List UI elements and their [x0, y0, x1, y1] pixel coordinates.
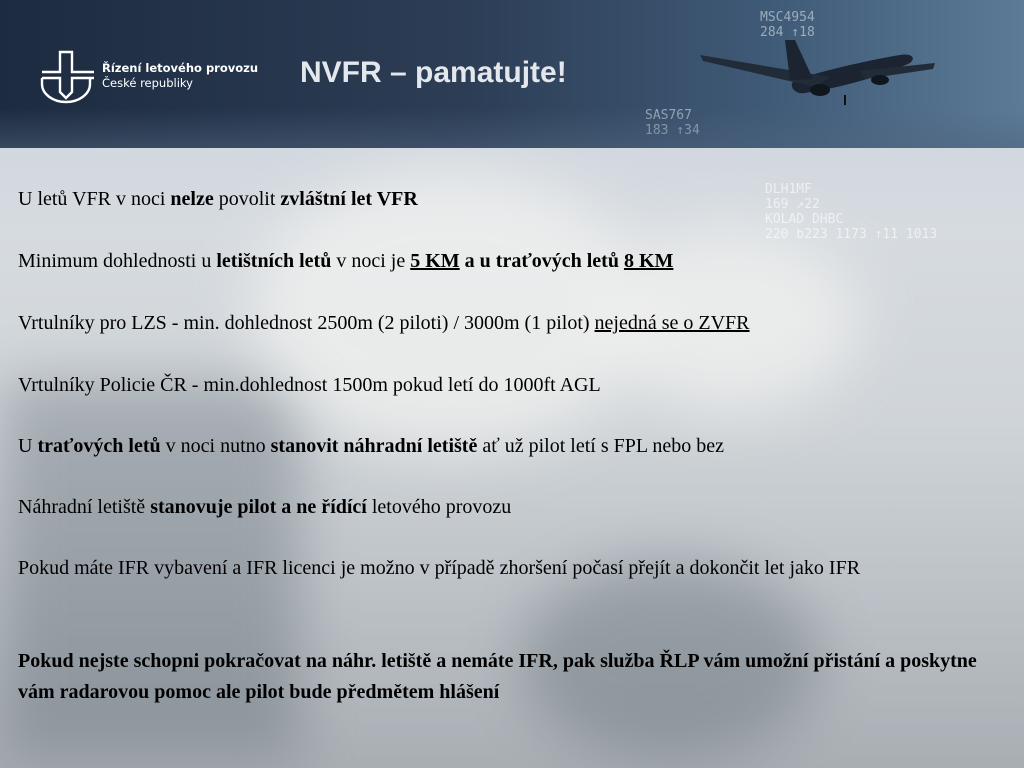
- background-cockpit: [0, 380, 300, 760]
- paragraph-text: Vrtulníky Policie ČR - min.dohlednost 15…: [18, 374, 601, 396]
- paragraph-text: v noci nutno: [160, 435, 271, 457]
- bullet-paragraph: Pokud máte IFR vybavení a IFR licenci je…: [18, 553, 1008, 584]
- rlp-logo-icon: [40, 50, 94, 104]
- bullet-paragraph: Pokud nejste schopni pokračovat na náhr.…: [18, 646, 1008, 708]
- emphasis-bold-text: a u traťových letů: [459, 250, 624, 272]
- bullet-paragraph: Vrtulníky pro LZS - min. dohlednost 2500…: [18, 308, 1008, 339]
- logo-line1: Řízení letového provozu: [102, 61, 259, 75]
- emphasis-bold-text: stanovuje pilot a ne řídící: [150, 496, 367, 518]
- paragraph-text: U: [18, 435, 38, 457]
- radar-label: MSC4954 284 ↑18: [760, 10, 815, 40]
- background-instrument: [520, 560, 820, 760]
- emphasis-bold-text: nelze: [170, 188, 214, 210]
- slide-header: MSC4954 284 ↑18 SAS767 183 ↑34 Řízení le…: [0, 0, 1024, 148]
- paragraph-text: ať už pilot letí s FPL nebo bez: [477, 435, 724, 457]
- emphasis-bold-text: stanovit náhradní letiště: [270, 435, 478, 457]
- emphasis-underlined-text: 5 KM: [410, 250, 460, 272]
- airplane-image: [700, 40, 935, 105]
- paragraph-text: Minimum dohlednosti u: [18, 250, 217, 272]
- paragraph-text: U letů VFR v noci: [18, 188, 171, 210]
- bullet-paragraph: Vrtulníky Policie ČR - min.dohlednost 15…: [18, 370, 1008, 401]
- paragraph-text: Pokud máte IFR vybavení a IFR licenci je…: [18, 557, 861, 579]
- emphasis-bold-text: traťových letů: [37, 435, 161, 457]
- radar-label: DLH1MF 169 ↗22 KOLAD DHBC 220 b223 1173 …: [765, 182, 938, 242]
- logo: Řízení letového provozu České republiky: [38, 48, 258, 104]
- slide-title: NVFR – pamatujte!: [300, 56, 567, 89]
- background-cloud: [600, 230, 860, 410]
- bullet-paragraph: Minimum dohlednosti u letištních letů v …: [18, 246, 1008, 277]
- paragraph-text: povolit: [213, 188, 281, 210]
- logo-line2: České republiky: [102, 76, 193, 90]
- paragraph-text: letového provozu: [366, 496, 512, 518]
- bullet-paragraph: Náhradní letiště stanovuje pilot a ne ří…: [18, 492, 1008, 523]
- paragraph-text: Vrtulníky pro LZS - min. dohlednost 2500…: [18, 312, 595, 334]
- bullet-paragraph: U traťových letů v noci nutno stanovit n…: [18, 431, 1008, 462]
- emphasis-underlined-text: 8 KM: [623, 250, 674, 272]
- emphasis-underlined-text: nejedná se o ZVFR: [594, 312, 750, 334]
- emphasis-bold-text: letištních letů: [216, 250, 332, 272]
- paragraph-text: v noci je: [331, 250, 411, 272]
- bullet-paragraph: U letů VFR v noci nelze povolit zvláštní…: [18, 184, 1008, 215]
- emphasis-bold-text: zvláštní let VFR: [280, 188, 418, 210]
- background-cloud: [250, 170, 650, 450]
- radar-label: SAS767 183 ↑34: [645, 108, 700, 138]
- paragraph-text: Náhradní letiště: [18, 496, 151, 518]
- emphasis-bold-text: Pokud nejste schopni pokračovat na náhr.…: [18, 650, 977, 703]
